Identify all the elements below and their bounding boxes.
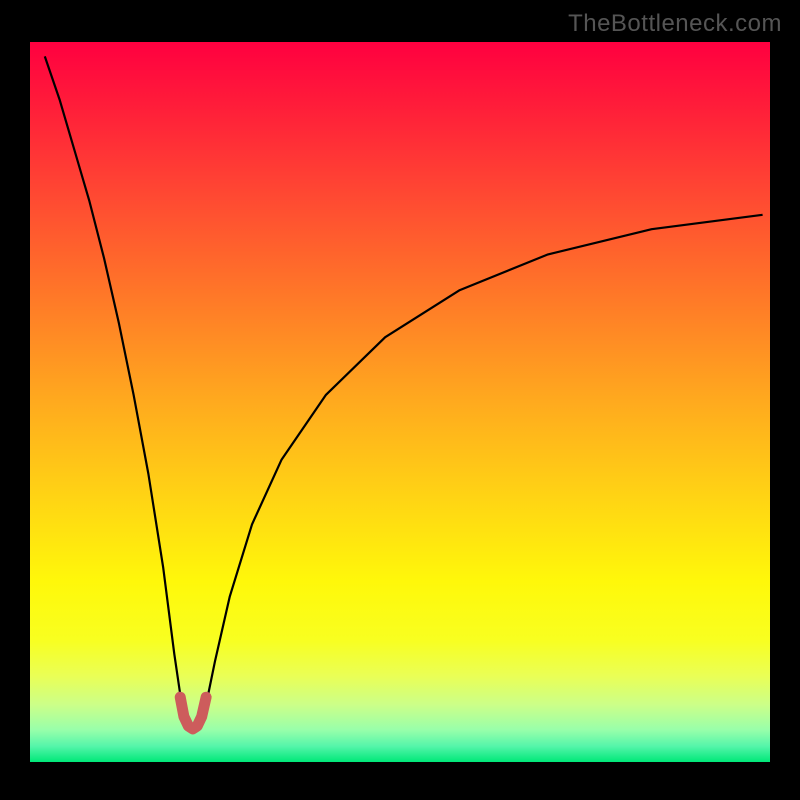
bottleneck-chart [0,0,800,800]
watermark-text: TheBottleneck.com [568,10,782,38]
chart-stage: TheBottleneck.com [0,0,800,800]
plot-gradient-background [30,42,770,762]
